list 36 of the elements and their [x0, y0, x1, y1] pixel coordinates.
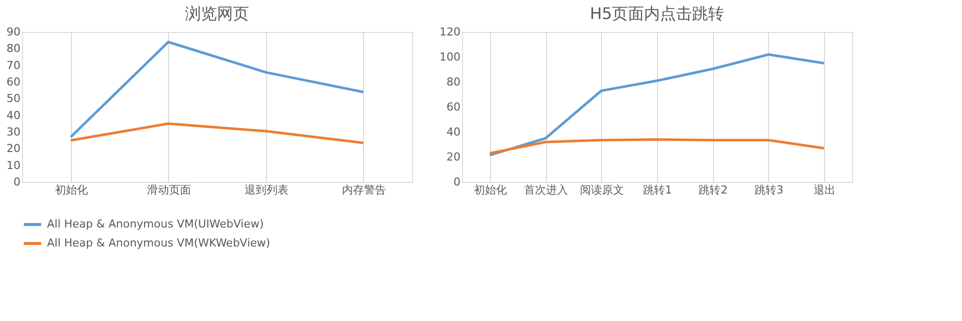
x-tick-label: 跳转1 — [643, 184, 672, 196]
y-tick-label: 20 — [446, 150, 460, 164]
legend-label: All Heap & Anonymous VM(WKWebView) — [47, 236, 270, 250]
y-tick-label: 100 — [440, 50, 460, 64]
y-tick-label: 40 — [446, 126, 460, 138]
x-tick-label: 内存警告 — [342, 184, 386, 196]
line-series — [70, 40, 364, 138]
chart-title: 浏览网页 — [185, 4, 249, 23]
x-tick-label: 退到列表 — [244, 184, 288, 196]
y-tick-label: 50 — [6, 92, 20, 106]
y-tick-label: 0 — [14, 176, 20, 188]
y-tick-label: 20 — [6, 142, 20, 156]
x-tick-label: 初始化 — [474, 184, 507, 196]
x-tick-label: 首次进入 — [524, 184, 568, 196]
line-series — [488, 138, 826, 154]
y-tick-label: 80 — [6, 42, 20, 56]
y-tick-label: 0 — [454, 176, 460, 188]
line-series — [488, 53, 826, 156]
y-tick-label: 10 — [6, 158, 20, 172]
chart-title: H5页面内点击跳转 — [590, 4, 724, 23]
y-tick-label: 90 — [6, 26, 20, 38]
x-tick-label: 跳转2 — [698, 184, 728, 196]
y-tick-label: 40 — [6, 108, 20, 122]
x-tick-label: 跳转3 — [754, 184, 784, 196]
x-tick-label: 初始化 — [54, 184, 88, 196]
y-tick-label: 30 — [6, 126, 20, 138]
legend-label: All Heap & Anonymous VM(UIWebView) — [47, 218, 264, 230]
line-series — [70, 122, 364, 144]
x-tick-label: 退出 — [814, 184, 836, 196]
y-tick-label: 60 — [6, 76, 20, 88]
y-tick-label: 60 — [446, 100, 460, 114]
x-tick-label: 阅读原文 — [580, 184, 624, 196]
y-tick-label: 70 — [6, 58, 20, 72]
y-tick-label: 80 — [446, 76, 460, 88]
x-tick-label: 滑动页面 — [146, 184, 191, 196]
y-tick-label: 120 — [440, 26, 460, 38]
